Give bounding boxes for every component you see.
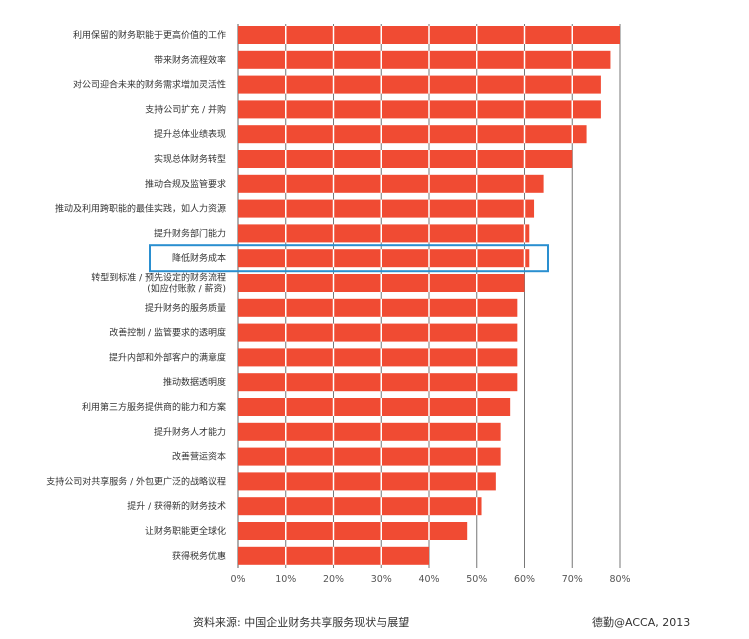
bar xyxy=(238,224,530,243)
bar xyxy=(238,472,496,491)
category-label: 推动合规及监管要求 xyxy=(145,178,226,190)
category-label: 提升财务的服务质量 xyxy=(145,302,226,314)
x-tick-label: 40% xyxy=(418,574,439,585)
category-label: 提升财务人才能力 xyxy=(154,426,226,438)
bar xyxy=(238,50,611,69)
category-label: 支持公司对共享服务 / 外包更广泛的战略议程 xyxy=(46,475,226,487)
category-label: 带来财务流程效率 xyxy=(154,54,226,66)
category-label: 改善营运资本 xyxy=(172,451,226,463)
category-label: 提升财务部门能力 xyxy=(154,227,226,239)
bar xyxy=(238,348,518,367)
bar xyxy=(238,298,518,317)
category-label: 获得税务优惠 xyxy=(172,550,226,562)
category-label: 提升内部和外部客户的满意度 xyxy=(109,351,226,363)
bar xyxy=(238,522,468,540)
category-label: (如应付账款 / 薪资) xyxy=(147,283,226,295)
bar xyxy=(238,398,511,416)
bar xyxy=(238,447,501,466)
bar xyxy=(238,497,482,516)
category-label: 改善控制 / 监管要求的透明度 xyxy=(109,327,226,339)
bar xyxy=(238,174,544,193)
bar xyxy=(238,422,501,441)
category-label: 推动数据透明度 xyxy=(163,376,226,388)
source-note: 资料来源: 中国企业财务共享服务现状与展望 xyxy=(193,616,410,629)
credit-note: 德勤@ACCA, 2013 xyxy=(592,616,691,629)
category-label: 推动及利用跨职能的最佳实践，如人力资源 xyxy=(55,203,226,215)
category-label: 支持公司扩充 / 并购 xyxy=(145,103,226,115)
category-label: 提升总体业绩表现 xyxy=(154,128,226,140)
bar xyxy=(238,373,518,392)
bar xyxy=(238,75,601,94)
bar xyxy=(238,199,535,218)
bar xyxy=(238,323,518,342)
x-tick-label: 80% xyxy=(609,574,630,585)
category-label: 利用第三方服务提供商的能力和方案 xyxy=(82,401,226,413)
category-label: 降低财务成本 xyxy=(172,252,226,264)
x-tick-label: 10% xyxy=(275,574,296,585)
x-tick-label: 50% xyxy=(466,574,487,585)
category-label: 实现总体财务转型 xyxy=(154,153,226,165)
x-tick-label: 30% xyxy=(371,574,392,585)
bar xyxy=(238,249,530,268)
bar xyxy=(238,100,601,119)
category-label: 提升 / 获得新的财务技术 xyxy=(127,500,226,512)
highlight-box xyxy=(149,244,549,273)
x-tick-label: 70% xyxy=(562,574,583,585)
category-label: 对公司迎合未来的财务需求增加灵活性 xyxy=(73,79,226,91)
x-tick-label: 0% xyxy=(230,574,245,585)
category-label: 让财务职能更全球化 xyxy=(145,525,226,537)
bar xyxy=(238,125,587,144)
category-label: 转型到标准 / 预先设定的财务流程 xyxy=(91,272,226,284)
bar xyxy=(238,150,573,168)
x-tick-label: 20% xyxy=(323,574,344,585)
x-tick-label: 60% xyxy=(514,574,535,585)
category-label: 利用保留的财务职能于更高价值的工作 xyxy=(73,29,226,41)
